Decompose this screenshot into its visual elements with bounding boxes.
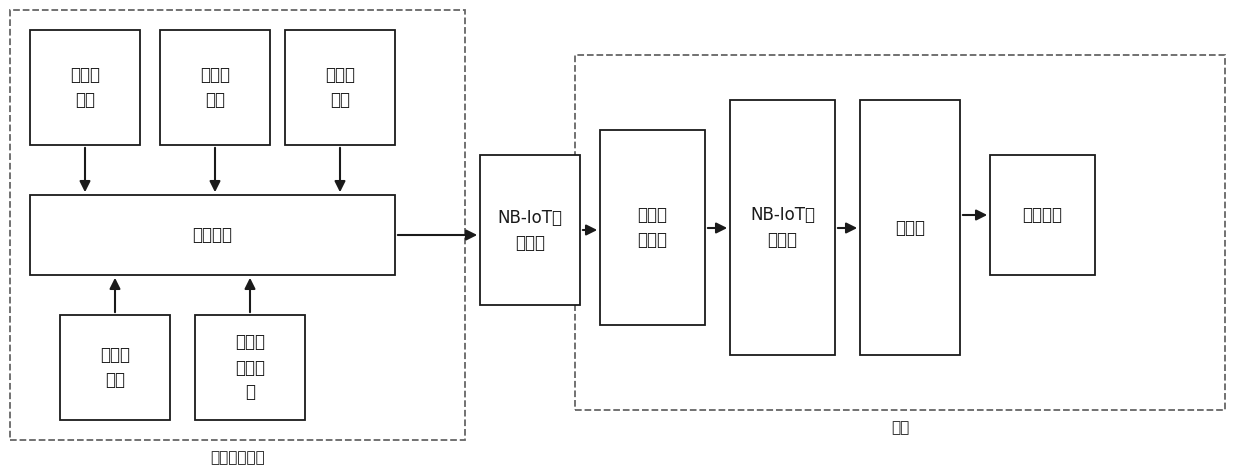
Bar [30, 30, 140, 145]
Text: 噪音分
贝监测
器: 噪音分 贝监测 器 [236, 333, 265, 401]
Text: 网关处
理模块: 网关处 理模块 [637, 206, 667, 249]
Bar [600, 130, 706, 325]
Bar [480, 155, 580, 305]
Text: 光电传
感器: 光电传 感器 [325, 66, 355, 109]
Bar [160, 30, 270, 145]
Text: NB-IoT路
由基站: NB-IoT路 由基站 [750, 206, 815, 249]
Bar [30, 195, 396, 275]
Bar [990, 155, 1095, 275]
Text: 电压传
感器: 电压传 感器 [200, 66, 229, 109]
Bar [195, 315, 305, 420]
Text: 断路监
测器: 断路监 测器 [69, 66, 100, 109]
Bar [60, 315, 170, 420]
Text: 烟雾传
感器: 烟雾传 感器 [100, 346, 130, 389]
Bar [285, 30, 396, 145]
Text: 监控平台: 监控平台 [1023, 206, 1063, 224]
Text: 监测节点设备: 监测节点设备 [210, 451, 265, 466]
Text: NB-IoT节
点装置: NB-IoT节 点装置 [497, 209, 563, 251]
Bar [575, 55, 1225, 410]
Text: 后台: 后台 [890, 421, 909, 436]
Bar [730, 100, 835, 355]
Bar [861, 100, 960, 355]
Bar [10, 10, 465, 440]
Text: 控制电路: 控制电路 [192, 226, 233, 244]
Text: 互联网: 互联网 [895, 219, 925, 236]
